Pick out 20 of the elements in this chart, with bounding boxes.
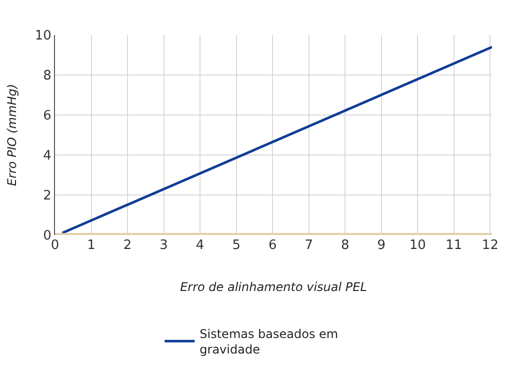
- y-tick-label: 8: [43, 68, 52, 84]
- x-tick-label: 1: [87, 238, 96, 253]
- x-tick-label: 8: [340, 238, 350, 253]
- x-tick-label: 12: [482, 238, 498, 253]
- x-tick-label: 6: [268, 238, 277, 253]
- x-axis-title: Erro de alinhamento visual PEL: [180, 280, 367, 294]
- legend-label: Sistemas baseados em gravidade: [200, 326, 338, 357]
- x-tick-label: 2: [123, 238, 132, 253]
- x-tick-label: 9: [377, 238, 386, 253]
- y-tick-label: 2: [43, 188, 52, 204]
- x-tick-label: 10: [409, 238, 426, 253]
- y-axis-title: Erro PIO (mmHg): [5, 84, 20, 186]
- y-tick-label: 6: [43, 108, 52, 124]
- x-tick-label: 4: [196, 238, 204, 253]
- y-tick-label: 10: [34, 28, 52, 44]
- x-tick-label: 7: [304, 238, 313, 253]
- x-tick-label: 11: [446, 238, 462, 253]
- y-tick-label: 4: [43, 148, 52, 164]
- x-tick-label: 5: [232, 238, 240, 253]
- x-tick-label: 3: [160, 238, 168, 253]
